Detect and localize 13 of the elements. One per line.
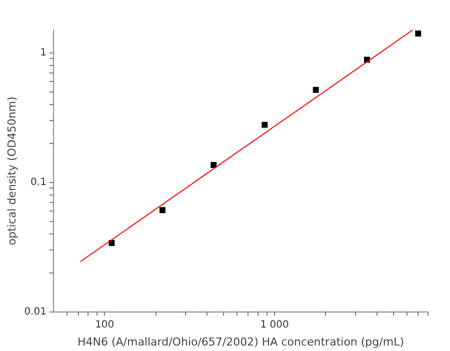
point xyxy=(312,86,319,93)
point xyxy=(415,30,422,36)
point xyxy=(108,240,115,246)
y-axis-title: optical density (OD450nm) xyxy=(5,96,18,246)
point xyxy=(262,122,268,128)
x-axis-title: H4N6 (A/mallard/Ohio/657/2002) HA concentration (pg/mL) xyxy=(77,335,404,348)
point xyxy=(210,162,217,168)
y-tick-label: 0.01 xyxy=(24,306,46,318)
y-tick-label: 1 xyxy=(40,47,46,58)
y-tick-label: 0.1 xyxy=(30,176,46,188)
x-tick-label: 1 000 xyxy=(260,319,289,330)
point xyxy=(159,207,166,214)
x-tick-label: 100 xyxy=(95,319,114,330)
